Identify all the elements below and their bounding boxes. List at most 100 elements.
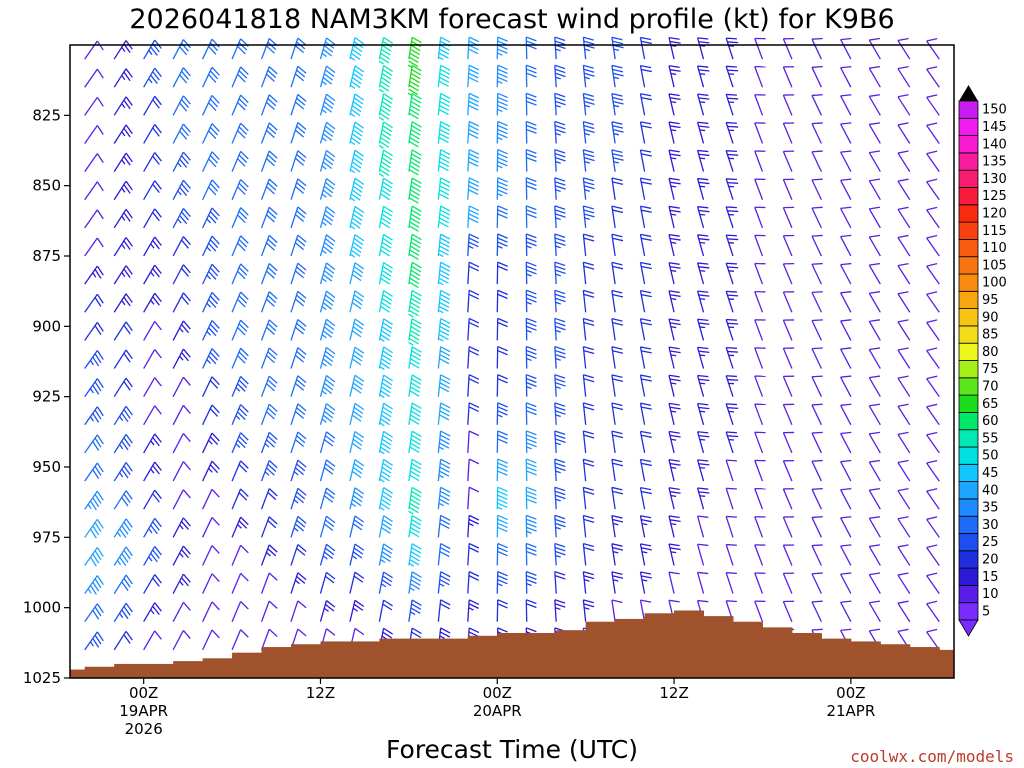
barb-shaft [754, 600, 764, 622]
barb-shaft [349, 318, 356, 341]
barb-shaft [319, 487, 328, 510]
barb-flag [94, 578, 102, 589]
wind-barb [143, 433, 162, 454]
barb-flag [154, 349, 162, 359]
barb-flag [382, 547, 393, 555]
barb-flag [811, 572, 823, 575]
barb-shaft [639, 121, 646, 144]
barb-flag [268, 319, 278, 328]
wind-barb [582, 233, 595, 257]
wind-barb [437, 543, 451, 566]
barb-half [206, 330, 212, 336]
barb-flag [92, 384, 100, 395]
barb-flag [351, 105, 362, 113]
barb-flag [182, 264, 191, 274]
barb-shaft [696, 93, 705, 116]
barb-flag [468, 289, 480, 296]
wind-barb [260, 572, 278, 594]
barb-flag [409, 193, 420, 200]
wind-barb [113, 490, 133, 510]
wind-barb [696, 290, 710, 313]
barb-flag [468, 542, 480, 549]
barb-flag [697, 37, 709, 40]
barb-flag [726, 206, 737, 209]
barb-half [350, 253, 356, 258]
barb-flag [382, 265, 393, 273]
wind-barb [113, 349, 133, 369]
barb-flag [754, 262, 766, 265]
barb-shaft [349, 290, 356, 313]
barb-flag [754, 544, 766, 546]
barb-flag [352, 241, 363, 250]
barb-half [497, 506, 503, 510]
barb-half [321, 80, 327, 86]
wind-barb [582, 120, 595, 144]
barb-shaft [319, 600, 328, 622]
wind-barb [437, 233, 451, 258]
barb-flag [92, 581, 100, 592]
barb-shaft [231, 319, 242, 341]
barb-shaft [231, 122, 242, 144]
barb-shaft [554, 290, 557, 313]
barb-flag [526, 40, 537, 46]
barb-flag [211, 601, 220, 611]
barb-flag [267, 463, 277, 472]
barb-shaft [467, 177, 470, 200]
barb-flag [409, 108, 420, 116]
barb-flag [869, 347, 881, 351]
barb-shaft [84, 434, 98, 454]
barb-shaft [290, 206, 299, 229]
barb-flag [353, 519, 364, 527]
barb-flag [727, 125, 739, 128]
barb-half [208, 439, 213, 445]
barb-shaft [639, 487, 646, 510]
barb-flag [811, 600, 823, 603]
wind-barb [611, 36, 624, 60]
colorbar-label: 35 [982, 501, 999, 516]
wind-barb [202, 545, 220, 566]
barb-flag [294, 157, 305, 166]
barb-flag [296, 238, 306, 247]
barb-flag [381, 523, 392, 530]
barb-flag [439, 462, 451, 469]
barb-flag [323, 410, 334, 419]
barb-shaft [668, 121, 675, 144]
barb-flag [869, 65, 881, 69]
wind-barb [84, 575, 104, 595]
barb-flag [611, 149, 623, 153]
barb-flag [208, 102, 217, 112]
wind-barb [725, 459, 737, 482]
barb-half [670, 213, 677, 216]
barb-flag [640, 290, 652, 294]
barb-flag [526, 542, 537, 548]
wind-barb [202, 95, 220, 116]
barb-flag [121, 525, 129, 535]
barb-flag [612, 72, 624, 77]
barb-flag [526, 570, 537, 577]
barb-shaft [84, 40, 98, 60]
barb-flag [409, 136, 420, 144]
barb-flag [468, 402, 480, 409]
barb-flag [754, 65, 766, 68]
barb-shaft [897, 405, 911, 426]
barb-flag [668, 515, 680, 519]
barb-shaft [639, 37, 646, 60]
barb-shaft [840, 545, 852, 566]
barb-flag [380, 470, 391, 478]
barb-flag [150, 46, 158, 56]
barb-flag [354, 37, 365, 45]
wind-barb [290, 318, 307, 341]
barb-half [148, 78, 153, 84]
wind-barb [202, 38, 220, 60]
barb-flag [324, 69, 335, 77]
barb-flag [152, 127, 160, 137]
barb-shaft [260, 375, 270, 397]
colorbar-swatch [958, 187, 979, 206]
barb-flag [897, 291, 909, 295]
barb-half [379, 506, 385, 511]
barb-flag [439, 132, 450, 140]
barb-shaft [467, 402, 470, 425]
barb-flag [727, 238, 739, 241]
barb-flag [296, 97, 306, 106]
barb-half [351, 555, 358, 560]
